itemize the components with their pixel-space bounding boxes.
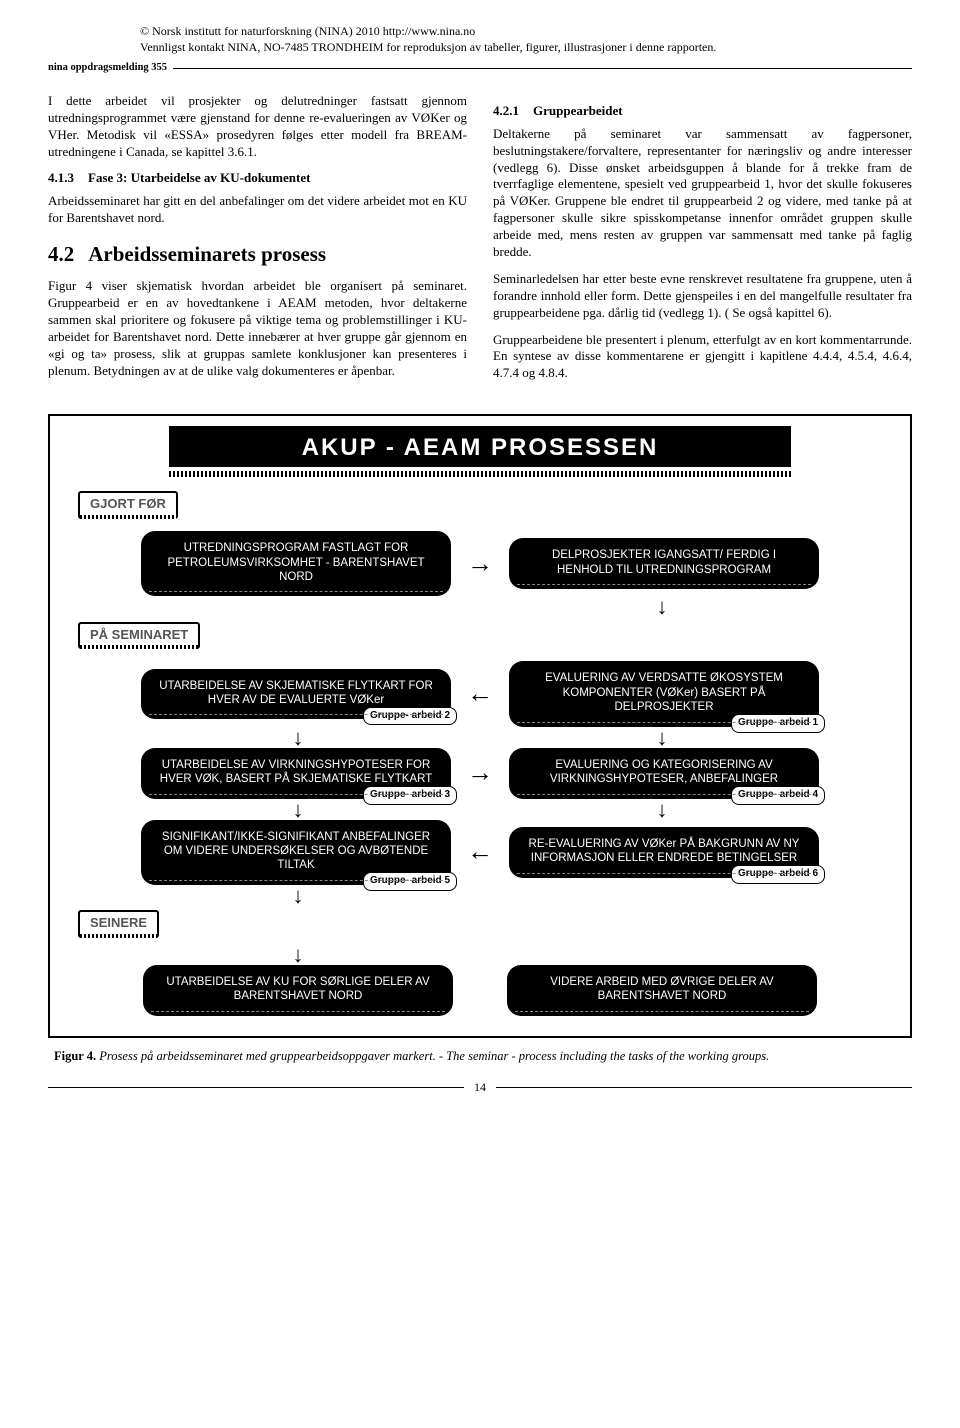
- tag-gruppe-1: Gruppe- arbeid 1: [731, 714, 825, 733]
- node-dashline: [517, 722, 811, 723]
- node-evaluering-voker: EVALUERING AV VERDSATTE ØKOSYSTEM KOMPON…: [509, 661, 819, 726]
- right-p1: Deltakerne på seminaret var sammensatt a…: [493, 126, 912, 261]
- figure-4-caption: Figur 4. Prosess på arbeidsseminaret med…: [54, 1048, 906, 1064]
- node-dashline: [517, 584, 811, 585]
- tag-gruppe-2: Gruppe- arbeid 2: [363, 707, 457, 726]
- node-virkningshypoteser: UTARBEIDELSE AV VIRKNINGSHYPOTESER FOR H…: [141, 748, 451, 799]
- node-signifikant-text: SIGNIFIKANT/IKKE-SIGNIFIKANT ANBEFALINGE…: [162, 831, 430, 872]
- right-column: 4.2.1 Gruppearbeidet Deltakerne på semin…: [493, 93, 912, 392]
- arrow-down-row: ↓ ↓: [60, 733, 900, 742]
- node-delprosjekter-text: DELPROSJEKTER IGANGSATT/ FERDIG I HENHOL…: [552, 549, 776, 575]
- arrow-down-row: ↓ ↓: [60, 805, 900, 814]
- left-p3: Figur 4 viser skjematisk hvordan arbeide…: [48, 278, 467, 379]
- footer-rule-right: [496, 1087, 912, 1088]
- tag-gruppe-4: Gruppe- arbeid 4: [731, 786, 825, 805]
- node-videre-arbeid: VIDERE ARBEID MED ØVRIGE DELER AV BARENT…: [507, 965, 817, 1016]
- figure-banner: AKUP - AEAM PROSESSEN: [169, 426, 791, 467]
- right-p3: Gruppearbeidene ble presentert i plenum,…: [493, 332, 912, 383]
- arrow-down-row: ↓: [60, 602, 900, 611]
- node-kategorisering-text: EVALUERING OG KATEGORISERING AV VIRKNING…: [550, 759, 778, 785]
- figure-4-caption-label: Figur 4.: [54, 1049, 96, 1063]
- node-virkningshypoteser-text: UTARBEIDELSE AV VIRKNINGSHYPOTESER FOR H…: [160, 759, 432, 785]
- node-dashline: [517, 873, 811, 874]
- flow-row-4: SIGNIFIKANT/IKKE-SIGNIFIKANT ANBEFALINGE…: [60, 820, 900, 885]
- node-dashline: [149, 880, 443, 881]
- running-head-text: nina oppdragsmelding 355: [48, 61, 167, 75]
- figure-banner-stripe: [169, 471, 791, 477]
- node-delprosjekter: DELPROSJEKTER IGANGSATT/ FERDIG I HENHOL…: [509, 538, 819, 589]
- arrow-right-icon: →: [465, 551, 495, 577]
- copyright-line-2: Vennligst kontakt NINA, NO-7485 TRONDHEI…: [140, 40, 912, 56]
- section-4-1-3-heading: 4.1.3 Fase 3: Utarbeidelse av KU-dokumen…: [48, 170, 467, 187]
- arrow-left-icon: ←: [465, 839, 495, 865]
- node-reevaluering-text: RE-EVALUERING AV VØKer PÅ BAKGRUNN AV NY…: [529, 838, 800, 864]
- node-evaluering-voker-text: EVALUERING AV VERDSATTE ØKOSYSTEM KOMPON…: [545, 672, 783, 713]
- arrow-left-icon: ←: [465, 681, 495, 707]
- node-ku-sorlige: UTARBEIDELSE AV KU FOR SØRLIGE DELER AV …: [143, 965, 453, 1016]
- flow-row-5: UTARBEIDELSE AV KU FOR SØRLIGE DELER AV …: [60, 965, 900, 1016]
- node-kategorisering: EVALUERING OG KATEGORISERING AV VIRKNING…: [509, 748, 819, 799]
- node-program-text: UTREDNINGSPROGRAM FASTLAGT FOR PETROLEUM…: [167, 542, 424, 583]
- copyright-line-1: © Norsk institutt for naturforskning (NI…: [140, 24, 912, 40]
- figure-4-caption-text: Prosess på arbeidsseminaret med gruppear…: [96, 1049, 769, 1063]
- node-reevaluering: RE-EVALUERING AV VØKer PÅ BAKGRUNN AV NY…: [509, 827, 819, 878]
- left-column: I dette arbeidet vil prosjekter og delut…: [48, 93, 467, 392]
- node-videre-arbeid-text: VIDERE ARBEID MED ØVRIGE DELER AV BARENT…: [550, 976, 773, 1002]
- section-4-1-3-num: 4.1.3: [48, 170, 74, 187]
- tag-gruppe-5: Gruppe- arbeid 5: [363, 872, 457, 891]
- phase-label-later: SEINERE: [78, 910, 159, 938]
- arrow-down-row: ↓: [60, 950, 900, 959]
- left-p2: Arbeidsseminaret har gitt en del anbefal…: [48, 193, 467, 227]
- page-footer: 14: [48, 1080, 912, 1096]
- flow-row-1: UTREDNINGSPROGRAM FASTLAGT FOR PETROLEUM…: [60, 531, 900, 596]
- node-signifikant: SIGNIFIKANT/IKKE-SIGNIFIKANT ANBEFALINGE…: [141, 820, 451, 885]
- left-p1: I dette arbeidet vil prosjekter og delut…: [48, 93, 467, 161]
- arrow-down-icon: ↓: [143, 731, 453, 744]
- section-4-1-3-title: Fase 3: Utarbeidelse av KU-dokumentet: [88, 170, 310, 187]
- section-4-2-1-title: Gruppearbeidet: [533, 103, 623, 120]
- node-dashline: [151, 1011, 445, 1012]
- arrow-right-icon: →: [465, 760, 495, 786]
- running-head: nina oppdragsmelding 355: [48, 61, 912, 75]
- node-dashline: [149, 591, 443, 592]
- section-4-2-title: Arbeidsseminarets prosess: [88, 242, 326, 266]
- arrow-down-icon: ↓: [507, 600, 817, 613]
- flow-row-2: UTARBEIDELSE AV SKJEMATISKE FLYTKART FOR…: [60, 661, 900, 726]
- section-4-2-num: 4.2: [48, 242, 74, 266]
- copyright-note: © Norsk institutt for naturforskning (NI…: [140, 24, 912, 55]
- phase-label-seminar: PÅ SEMINARET: [78, 622, 200, 650]
- section-4-2-1-heading: 4.2.1 Gruppearbeidet: [493, 103, 912, 120]
- figure-4: AKUP - AEAM PROSESSEN GJORT FØR UTREDNIN…: [48, 414, 912, 1038]
- node-flytkart: UTARBEIDELSE AV SKJEMATISKE FLYTKART FOR…: [141, 669, 451, 720]
- header-rule: [173, 68, 912, 69]
- node-dashline: [517, 794, 811, 795]
- phase-label-before: GJORT FØR: [78, 491, 178, 519]
- body-columns: I dette arbeidet vil prosjekter og delut…: [48, 93, 912, 392]
- node-ku-sorlige-text: UTARBEIDELSE AV KU FOR SØRLIGE DELER AV …: [166, 976, 429, 1002]
- arrow-down-icon: ↓: [143, 948, 453, 961]
- node-flytkart-text: UTARBEIDELSE AV SKJEMATISKE FLYTKART FOR…: [159, 680, 433, 706]
- page-number: 14: [464, 1080, 496, 1096]
- tag-gruppe-6: Gruppe- arbeid 6: [731, 865, 825, 884]
- node-program: UTREDNINGSPROGRAM FASTLAGT FOR PETROLEUM…: [141, 531, 451, 596]
- footer-rule-left: [48, 1087, 464, 1088]
- tag-gruppe-3: Gruppe- arbeid 3: [363, 786, 457, 805]
- section-4-2-heading: 4.2 Arbeidsseminarets prosess: [48, 241, 467, 268]
- node-dashline: [149, 794, 443, 795]
- node-dashline: [515, 1011, 809, 1012]
- section-4-2-1-num: 4.2.1: [493, 103, 519, 120]
- node-dashline: [149, 714, 443, 715]
- flow-row-3: UTARBEIDELSE AV VIRKNINGSHYPOTESER FOR H…: [60, 748, 900, 799]
- arrow-down-row: ↓: [60, 891, 900, 900]
- right-p2: Seminarledelsen har etter beste evne ren…: [493, 271, 912, 322]
